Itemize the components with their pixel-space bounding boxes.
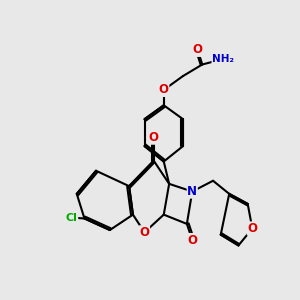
Text: N: N [187,185,197,198]
Text: O: O [187,233,197,247]
Text: O: O [149,131,159,144]
Text: NH₂: NH₂ [212,54,234,64]
Text: O: O [247,222,257,235]
Text: O: O [140,226,149,239]
Text: O: O [159,83,169,96]
Text: Cl: Cl [66,213,78,223]
Text: O: O [193,44,202,56]
